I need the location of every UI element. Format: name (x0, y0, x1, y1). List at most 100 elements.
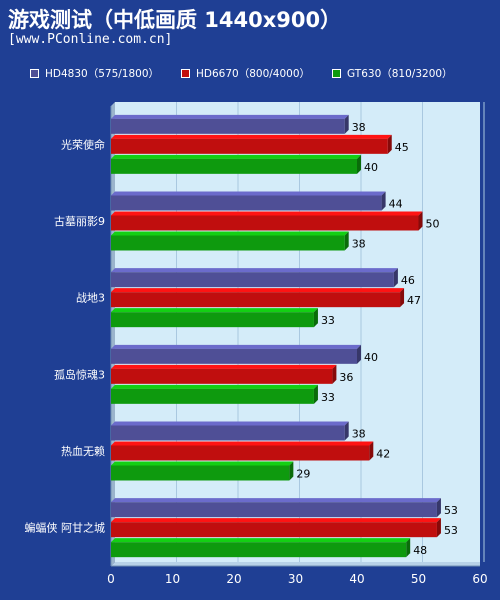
plot-floor (111, 562, 480, 566)
bar (111, 445, 370, 461)
bar-top-face (111, 518, 441, 523)
data-label: 45 (395, 141, 409, 154)
bar (111, 272, 394, 288)
bar (111, 465, 290, 481)
category-label: 蝙蝠侠 阿甘之城 (25, 521, 106, 535)
legend-item-gt630: GT630（810/3200） (332, 66, 453, 81)
bar-top-face (111, 211, 423, 216)
legend: HD4830（575/1800） HD6670（800/4000） GT630（… (30, 66, 453, 81)
data-label: 53 (444, 524, 458, 537)
bar-top-face (111, 114, 349, 119)
bar-top-face (111, 364, 337, 369)
bar (111, 388, 314, 404)
bar-side-face (400, 288, 405, 308)
bar-top-face (111, 134, 392, 139)
data-label: 47 (407, 294, 421, 307)
bar (111, 542, 407, 558)
data-label: 38 (352, 238, 366, 251)
bar (111, 118, 345, 134)
data-label: 33 (321, 314, 335, 327)
bar-top-face (111, 191, 386, 196)
bar-top-face (111, 154, 361, 159)
bar-side-face (344, 114, 349, 134)
bar-top-face (111, 344, 361, 349)
x-tick-label: 20 (226, 572, 241, 586)
bar-top-face (111, 384, 318, 389)
bar-side-face (436, 498, 441, 518)
bar-side-face (381, 191, 386, 211)
bar-side-face (344, 421, 349, 441)
bar (111, 138, 388, 154)
category-label: 古墓丽影9 (54, 215, 105, 228)
bar-side-face (332, 364, 337, 384)
data-label: 38 (352, 121, 366, 134)
legend-item-hd6670: HD6670（800/4000） (181, 66, 310, 81)
data-label: 53 (444, 504, 458, 517)
chart-title: 游戏测试（中低画质 1440x900） (8, 8, 342, 32)
bar-side-face (289, 461, 294, 481)
legend-item-hd4830: HD4830（575/1800） (30, 66, 159, 81)
bar-side-face (387, 134, 392, 154)
category-label: 光荣使命 (61, 137, 105, 151)
bar (111, 195, 382, 211)
x-tick-label: 60 (472, 572, 487, 586)
bar-top-face (111, 288, 405, 293)
bar-side-face (406, 538, 411, 558)
data-label: 29 (296, 468, 310, 481)
bar-side-face (393, 268, 398, 288)
bar (111, 522, 437, 538)
legend-swatch-hd4830 (30, 69, 39, 78)
bar-top-face (111, 308, 318, 313)
legend-label-hd4830: HD4830（575/1800） (45, 68, 160, 80)
bar-side-face (313, 384, 318, 404)
bar-top-face (111, 231, 349, 236)
data-label: 40 (364, 161, 378, 174)
data-label: 33 (321, 391, 335, 404)
bar-side-face (418, 211, 423, 231)
data-label: 44 (389, 198, 403, 211)
plot-background (115, 102, 480, 562)
bar (111, 292, 401, 308)
legend-swatch-hd6670 (181, 69, 191, 78)
bar-side-face (357, 344, 361, 364)
bar-side-face (369, 441, 374, 461)
data-label: 42 (376, 448, 390, 461)
bar (111, 215, 419, 231)
bar-side-face (436, 518, 441, 538)
data-label: 36 (339, 371, 353, 384)
bar-side-face (313, 308, 318, 328)
bar (111, 348, 357, 364)
legend-label-hd6670: HD6670（800/4000） (196, 68, 311, 80)
data-label: 46 (401, 274, 415, 287)
x-tick-label: 10 (165, 572, 180, 586)
data-label: 50 (426, 218, 440, 231)
bar (111, 235, 345, 251)
bar-top-face (111, 498, 441, 503)
x-tick-label: 0 (107, 572, 115, 586)
bar-side-face (344, 231, 349, 251)
chart-source: [www.PConline.com.cn] (8, 32, 173, 47)
x-tick-label: 40 (349, 572, 364, 586)
legend-label-gt630: GT630（810/3200） (347, 68, 453, 80)
bar-side-face (357, 154, 361, 174)
data-label: 38 (352, 428, 366, 441)
x-tick-label: 50 (411, 572, 426, 586)
legend-swatch-gt630 (332, 69, 342, 78)
data-label: 48 (413, 544, 427, 557)
category-label: 孤岛惊魂3 (54, 367, 105, 381)
bar (111, 425, 345, 441)
bar-top-face (111, 441, 374, 446)
x-tick-label: 30 (288, 572, 303, 586)
bar-top-face (111, 538, 411, 543)
bar (111, 368, 333, 384)
bar-top-face (111, 461, 294, 466)
bar-top-face (111, 268, 398, 273)
data-label: 40 (364, 351, 378, 364)
category-label: 战地3 (76, 292, 105, 305)
bar (111, 312, 314, 328)
bar (111, 158, 357, 174)
category-label: 热血无赖 (61, 444, 105, 458)
bar-top-face (111, 421, 349, 426)
bar (111, 502, 437, 518)
